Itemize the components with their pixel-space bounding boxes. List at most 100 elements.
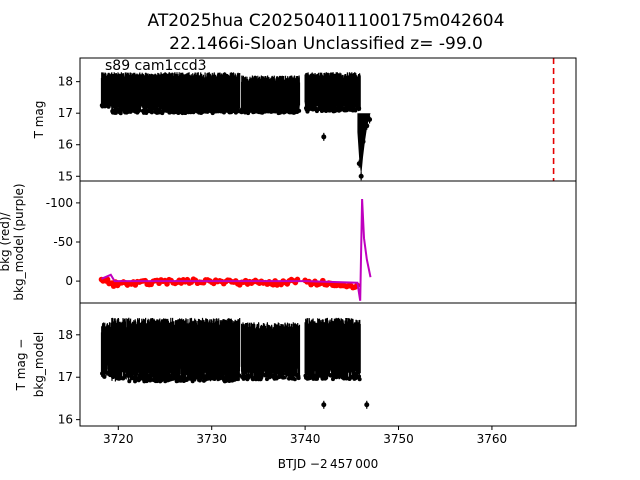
data-point	[319, 109, 324, 114]
y-axis-label-line2: bkg_model (purple)	[12, 183, 26, 300]
data-point	[197, 378, 202, 383]
data-point	[124, 107, 129, 112]
plot-area	[98, 198, 372, 301]
bkg-point	[164, 281, 170, 287]
data-point	[218, 109, 223, 114]
y-axis-label: T mag	[32, 101, 46, 140]
y-axis-label-line1: bkg (red)/	[0, 212, 12, 272]
data-point	[340, 375, 345, 380]
data-point	[136, 108, 141, 113]
x-tick-label: 3720	[103, 432, 134, 446]
data-point	[227, 376, 232, 381]
plot-area	[100, 317, 370, 409]
data-point	[348, 107, 353, 112]
x-tick-label: 3760	[477, 432, 508, 446]
data-point	[344, 375, 349, 380]
data-cluster	[110, 317, 242, 384]
data-point	[207, 376, 212, 381]
data-point	[292, 377, 297, 382]
data-point	[181, 379, 186, 384]
panel-tmag: 15 16 17 18 T mag s89 cam1ccd3	[32, 57, 577, 183]
data-point	[148, 378, 153, 383]
data-point	[268, 108, 273, 113]
data-point	[192, 373, 197, 378]
data-point	[153, 110, 158, 115]
y-tick-label: 18	[58, 328, 73, 342]
data-cluster	[303, 72, 362, 114]
data-point	[330, 377, 335, 382]
data-cluster	[100, 322, 113, 379]
cluster-scatter	[241, 322, 301, 380]
data-point	[195, 109, 200, 114]
data-point	[218, 373, 223, 378]
panel-tmag-minus-bkg: 16 17 18 3720 3730 3740 3750 3760 T mag − bkg_mod…	[14, 302, 577, 446]
y-tick-label: -50	[53, 235, 73, 249]
data-point	[100, 372, 105, 377]
data-point	[355, 375, 360, 380]
panel-bkg: 0 -50 -100 bkg (red)/bkg_model (purple)	[0, 180, 577, 304]
data-point	[154, 378, 159, 383]
data-point	[99, 103, 104, 108]
data-point	[303, 373, 308, 378]
data-point	[356, 106, 361, 111]
data-point	[192, 377, 197, 382]
data-point	[211, 375, 216, 380]
data-point	[168, 374, 173, 379]
cluster-scatter	[241, 75, 301, 114]
data-point	[263, 373, 268, 378]
data-point	[169, 109, 174, 114]
data-point	[289, 376, 294, 381]
x-tick-label: 3740	[290, 432, 321, 446]
cluster-scatter	[100, 72, 113, 107]
data-point	[203, 109, 208, 114]
data-cluster	[99, 72, 114, 109]
data-point	[322, 106, 327, 111]
data-point	[255, 109, 260, 114]
data-point	[323, 376, 328, 381]
plot-area	[99, 58, 555, 181]
data-point	[271, 373, 276, 378]
y-tick-label: 0	[65, 274, 73, 288]
y-axis-label-line2: bkg_model	[32, 332, 46, 398]
data-point	[253, 377, 258, 382]
data-point	[118, 375, 123, 380]
data-point	[168, 377, 173, 382]
data-point	[250, 377, 255, 382]
data-point	[107, 102, 112, 107]
data-point	[313, 373, 318, 378]
data-cluster	[240, 322, 301, 382]
data-point	[173, 107, 178, 112]
data-point	[163, 108, 168, 113]
y-tick-label: 17	[58, 370, 73, 384]
data-point	[239, 110, 244, 115]
data-point	[341, 107, 346, 112]
data-point	[222, 378, 227, 383]
data-point	[328, 108, 333, 113]
data-point	[243, 374, 248, 379]
axes-frame	[79, 302, 577, 427]
annotation-label: s89 cam1ccd3	[105, 58, 207, 74]
data-point	[175, 373, 180, 378]
x-tick-label: 3750	[383, 432, 414, 446]
data-point	[126, 373, 131, 378]
y-tick-label: 16	[58, 138, 73, 152]
data-point	[230, 108, 235, 113]
data-point	[296, 374, 301, 379]
data-point	[281, 110, 286, 115]
data-point	[182, 107, 187, 112]
data-point	[137, 377, 142, 382]
data-point	[203, 377, 208, 382]
data-point	[297, 108, 302, 113]
cluster-scatter	[100, 322, 113, 377]
data-point	[314, 109, 319, 114]
data-point	[132, 377, 137, 382]
data-point	[318, 371, 323, 376]
data-point	[221, 110, 226, 115]
data-point	[264, 377, 269, 382]
data-point	[307, 374, 312, 379]
data-point	[258, 109, 263, 114]
data-point	[146, 375, 151, 380]
data-point	[324, 372, 329, 377]
data-point	[183, 111, 188, 116]
